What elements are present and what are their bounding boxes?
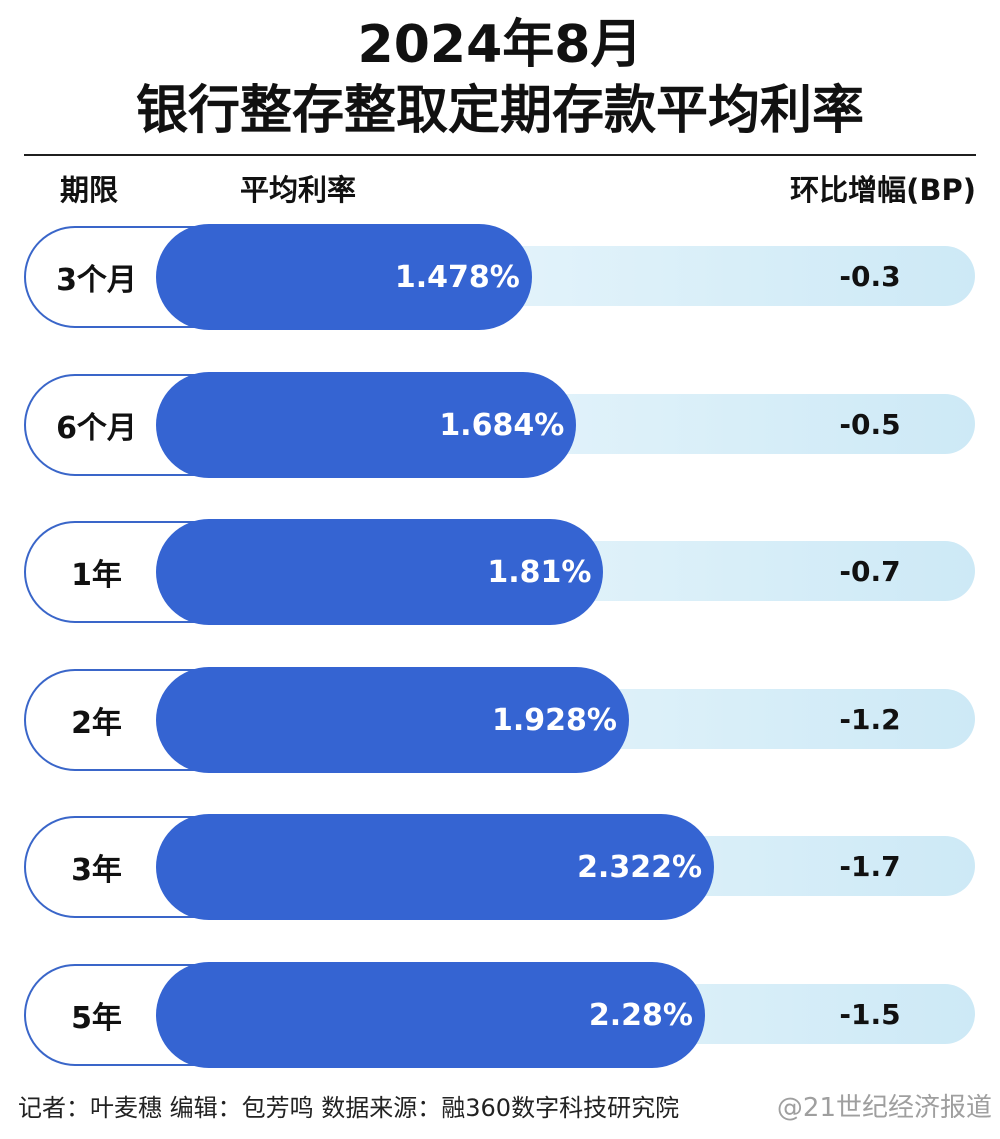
rate-bar: [156, 814, 715, 920]
term-label: 3个月: [56, 263, 137, 298]
credits-footer: 记者：叶麦穗 编辑：包芳鸣 数据来源：融360数字科技研究院: [18, 1094, 680, 1122]
rate-bar: [156, 224, 532, 330]
term-label: 1年: [71, 558, 122, 593]
term-label: 5年: [71, 1001, 122, 1036]
rate-bar: [156, 372, 577, 478]
change-value-label: -1.5: [839, 997, 901, 1031]
term-label: 3年: [71, 853, 122, 888]
watermark: @21世纪经济报道: [776, 1093, 992, 1123]
title-divider: [24, 154, 976, 156]
rate-bar: [156, 962, 705, 1068]
rate-value-label: 2.28%: [588, 997, 693, 1033]
column-header-change: 环比增幅(BP): [790, 173, 976, 207]
column-header-term: 期限: [60, 173, 119, 207]
change-value-label: -1.7: [839, 849, 901, 883]
change-value-label: -0.3: [839, 259, 901, 293]
rate-bar: [156, 667, 629, 773]
chart-title-line1: 2024年8月: [357, 15, 643, 75]
rate-value-label: 1.928%: [492, 702, 617, 738]
rate-value-label: 1.81%: [487, 554, 592, 590]
change-value-label: -0.7: [839, 554, 901, 588]
rate-value-label: 2.322%: [577, 849, 703, 885]
term-label: 2年: [71, 706, 122, 741]
rate-value-label: 1.684%: [439, 407, 565, 443]
rate-bar: [156, 519, 604, 625]
rate-value-label: 1.478%: [394, 259, 520, 295]
column-header-rate: 平均利率: [240, 173, 357, 207]
change-value-label: -0.5: [839, 407, 901, 441]
chart-title-line2: 银行整存整取定期存款平均利率: [135, 81, 864, 141]
term-label: 6个月: [56, 411, 137, 446]
change-value-label: -1.2: [839, 702, 901, 736]
